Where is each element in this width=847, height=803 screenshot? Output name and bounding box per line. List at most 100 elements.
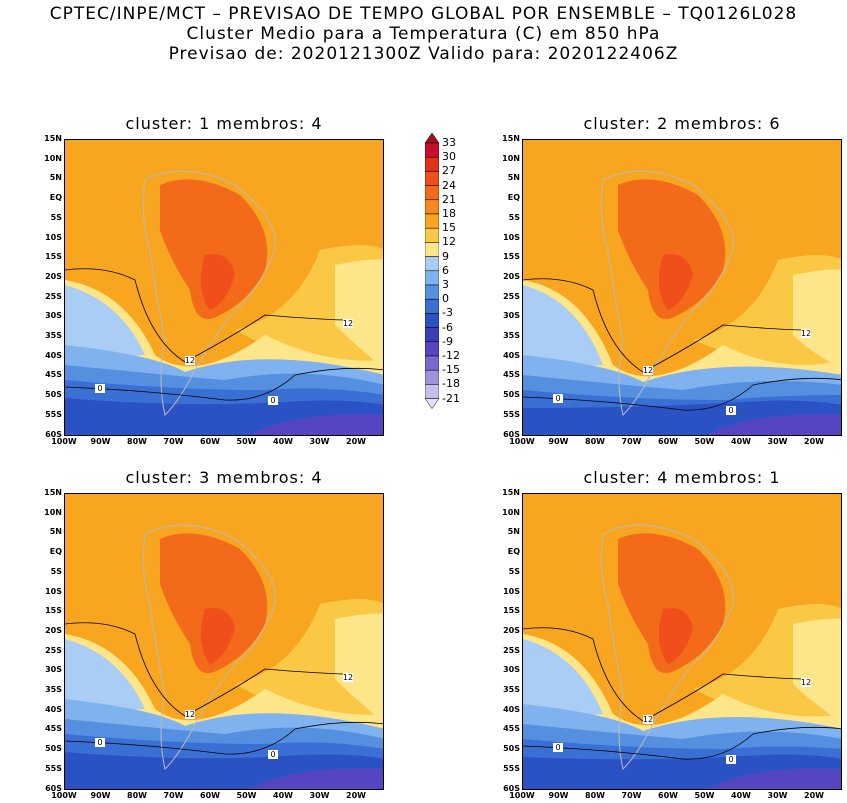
longitude-label: 50W [694, 437, 715, 446]
colorbar-level-label: -21 [442, 391, 460, 405]
colorbar-level-label: 18 [442, 207, 456, 220]
longitude-label: 80W [585, 437, 605, 446]
temperature-field-svg: 12 12 0 0 [523, 140, 841, 435]
contour-label: 12 [801, 329, 811, 338]
svg-text:12: 12 [185, 710, 195, 719]
longitude-label: 40W [731, 791, 751, 800]
latitude-label: 45S [503, 724, 520, 734]
contour-label: 12 [643, 366, 653, 375]
contour-label: 12 [185, 710, 195, 719]
contour-label: 0 [726, 406, 736, 415]
contour-label: 0 [95, 384, 105, 393]
longitude-label: 50W [236, 791, 257, 800]
contour-label: 0 [553, 743, 563, 752]
latitude-label: 5N [507, 527, 520, 537]
longitude-label: 20W [346, 791, 366, 800]
map-panel-3: 12 12 0 0 [64, 493, 384, 790]
latitude-label: 50S [503, 390, 520, 400]
colorbar-level-label: 21 [442, 192, 456, 206]
latitude-label: 20S [503, 271, 520, 281]
latitude-label: 55S [45, 763, 62, 773]
longitude-label: 20W [804, 791, 824, 800]
longitude-label: 50W [694, 791, 715, 800]
colorbar-level-label: -6 [442, 320, 453, 334]
temperature-field-svg: 12 12 0 0 [65, 494, 383, 789]
longitude-label: 80W [127, 437, 147, 446]
longitude-label: 70W [163, 437, 184, 446]
colorbar [424, 132, 440, 441]
map-panel-4: 12 12 0 0 [522, 493, 842, 790]
latitude-label: 15S [45, 606, 62, 616]
colorbar-level-label: 9 [442, 249, 449, 263]
figure-title-line-2: Cluster Medio para a Temperatura (C) em … [186, 24, 661, 44]
longitude-label: 100W [51, 437, 77, 446]
latitude-label: 20S [503, 625, 520, 635]
contour-label: 0 [268, 396, 278, 405]
colorbar-level-label: 30 [442, 150, 456, 164]
latitude-label: 35S [45, 685, 62, 694]
svg-text:12: 12 [801, 678, 811, 687]
longitude-label: 90W [90, 791, 111, 800]
latitude-label: 30S [45, 665, 62, 675]
contour-label: 0 [553, 394, 563, 403]
latitude-label: 15S [503, 252, 520, 262]
latitude-label: 20S [45, 271, 62, 281]
latitude-label: 10N [44, 153, 62, 163]
longitude-label: 60W [200, 437, 220, 446]
latitude-label: 30S [503, 665, 520, 675]
panel-title-1: cluster: 1 membros: 4 [125, 114, 323, 133]
latitude-label: 25S [45, 645, 62, 655]
colorbar-level-label: -12 [442, 349, 460, 362]
colorbar-level-label: 6 [442, 263, 449, 277]
latitude-label: 50S [45, 390, 62, 400]
longitude-label: 50W [236, 437, 257, 446]
latitude-label: 10N [44, 507, 62, 517]
colorbar-svg [424, 132, 440, 410]
longitude-label: 40W [273, 791, 293, 800]
longitude-label: 40W [273, 437, 293, 446]
contour-label: 12 [643, 715, 653, 724]
longitude-label: 40W [731, 437, 751, 446]
latitude-label: 5S [50, 566, 62, 576]
svg-text:0: 0 [728, 755, 733, 764]
latitude-label: 30S [503, 311, 520, 321]
map-panel-2: 12 12 0 0 [522, 139, 842, 436]
latitude-label: 35S [503, 331, 520, 340]
contour-label: 0 [268, 750, 278, 759]
longitude-label: 100W [51, 791, 77, 800]
latitude-label: 60S [45, 429, 62, 439]
colorbar-level-label: -15 [442, 363, 460, 377]
svg-text:0: 0 [270, 396, 275, 405]
latitude-label: 15S [503, 606, 520, 616]
svg-text:0: 0 [555, 394, 560, 403]
figure-title-line-1: CPTEC/INPE/MCT – PREVISAO DE TEMPO GLOBA… [49, 4, 798, 24]
svg-text:12: 12 [643, 715, 653, 724]
latitude-label: 10N [502, 507, 520, 517]
latitude-label: 60S [45, 783, 62, 793]
latitude-label: 45S [503, 370, 520, 380]
latitude-label: 5N [49, 173, 62, 183]
longitude-label: 90W [548, 791, 569, 800]
latitude-label: 45S [45, 370, 62, 380]
latitude-label: 25S [503, 291, 520, 301]
latitude-label: EQ [49, 193, 62, 203]
longitude-label: 80W [127, 791, 147, 800]
latitude-label: 50S [45, 744, 62, 754]
latitude-label: 55S [503, 763, 520, 773]
latitude-label: 10S [45, 586, 62, 596]
longitude-label: 70W [621, 437, 642, 446]
longitude-label: 90W [548, 437, 569, 446]
longitude-label: 60W [658, 437, 678, 446]
contour-label: 12 [185, 356, 195, 365]
colorbar-level-label: 0 [442, 292, 449, 306]
longitude-label: 20W [346, 437, 366, 446]
latitude-label: 30S [45, 311, 62, 321]
map-panel-1: 12 12 0 0 [64, 139, 384, 436]
contour-label: 12 [343, 673, 353, 682]
contour-label: 0 [726, 755, 736, 764]
longitude-label: 30W [767, 437, 788, 446]
latitude-label: 60S [503, 783, 520, 793]
svg-text:0: 0 [555, 743, 560, 752]
latitude-label: 25S [45, 291, 62, 301]
latitude-label: 15N [502, 134, 520, 143]
